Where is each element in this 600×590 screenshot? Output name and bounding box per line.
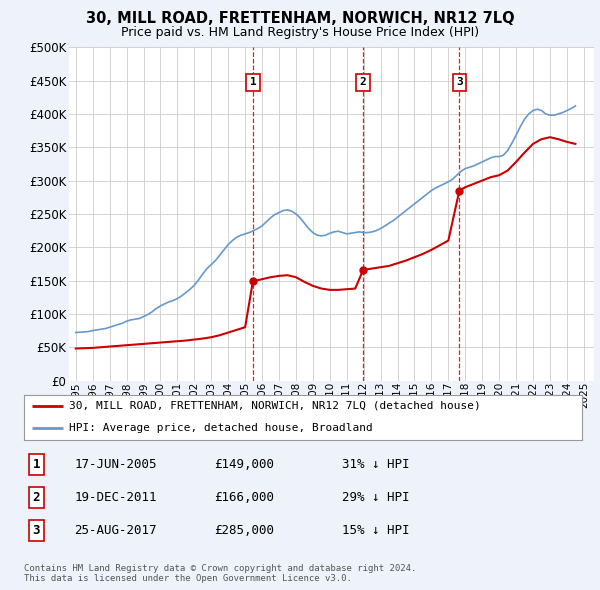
Text: Price paid vs. HM Land Registry's House Price Index (HPI): Price paid vs. HM Land Registry's House … [121, 26, 479, 39]
Text: 2: 2 [32, 490, 40, 504]
Text: 17-JUN-2005: 17-JUN-2005 [74, 457, 157, 471]
Text: 30, MILL ROAD, FRETTENHAM, NORWICH, NR12 7LQ: 30, MILL ROAD, FRETTENHAM, NORWICH, NR12… [86, 11, 514, 27]
Text: £285,000: £285,000 [214, 523, 274, 537]
Text: 19-DEC-2011: 19-DEC-2011 [74, 490, 157, 504]
Text: 25-AUG-2017: 25-AUG-2017 [74, 523, 157, 537]
Text: HPI: Average price, detached house, Broadland: HPI: Average price, detached house, Broa… [68, 423, 373, 433]
Text: 1: 1 [250, 77, 256, 87]
Text: Contains HM Land Registry data © Crown copyright and database right 2024.
This d: Contains HM Land Registry data © Crown c… [24, 564, 416, 583]
Text: 30, MILL ROAD, FRETTENHAM, NORWICH, NR12 7LQ (detached house): 30, MILL ROAD, FRETTENHAM, NORWICH, NR12… [68, 401, 481, 411]
Text: 15% ↓ HPI: 15% ↓ HPI [342, 523, 410, 537]
Text: 3: 3 [456, 77, 463, 87]
Text: 1: 1 [32, 457, 40, 471]
Text: 3: 3 [32, 523, 40, 537]
Text: 2: 2 [360, 77, 367, 87]
Text: £166,000: £166,000 [214, 490, 274, 504]
Text: 29% ↓ HPI: 29% ↓ HPI [342, 490, 410, 504]
Text: £149,000: £149,000 [214, 457, 274, 471]
Text: 31% ↓ HPI: 31% ↓ HPI [342, 457, 410, 471]
